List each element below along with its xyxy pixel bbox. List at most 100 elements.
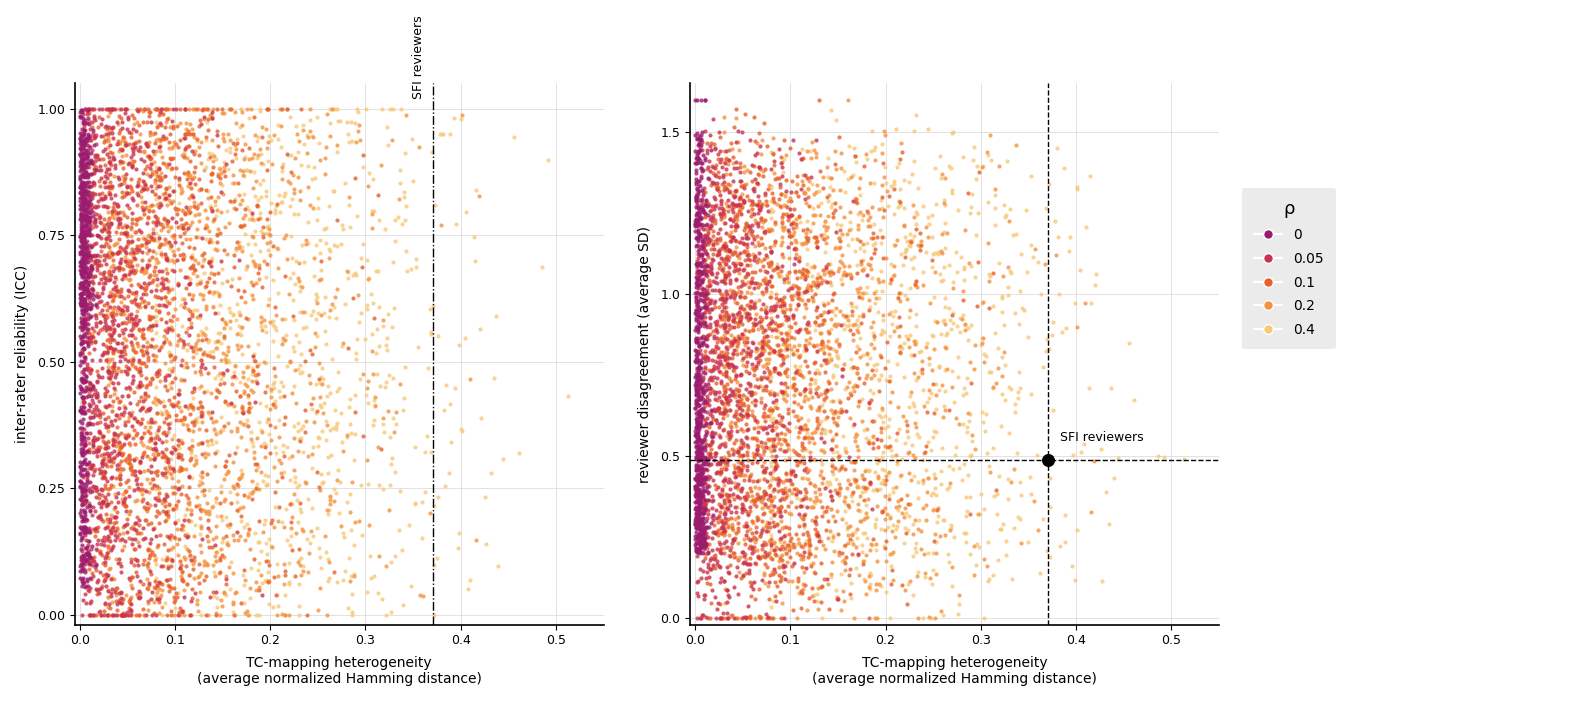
Point [233, 419, 258, 430]
Point [347, 317, 373, 328]
Point [68, 522, 93, 533]
Point [957, 508, 982, 519]
Point [696, 200, 722, 211]
Point [689, 443, 714, 454]
Point [93, 552, 118, 564]
Point [803, 320, 828, 331]
Point [318, 130, 343, 142]
Point [365, 323, 390, 334]
Point [75, 299, 101, 310]
Point [758, 312, 783, 323]
Point [712, 518, 737, 529]
Point [692, 453, 717, 464]
Point [68, 164, 93, 175]
Point [822, 405, 847, 416]
Point [794, 327, 819, 338]
Point [893, 246, 918, 257]
Point [187, 396, 212, 407]
Point [187, 437, 212, 449]
Point [79, 242, 104, 253]
Point [692, 318, 717, 329]
Point [722, 297, 747, 308]
Point [132, 204, 157, 215]
Point [690, 566, 715, 577]
Point [72, 299, 97, 310]
Point [753, 283, 778, 294]
Point [115, 366, 140, 377]
Point [762, 365, 788, 376]
Point [68, 350, 93, 361]
Point [844, 368, 869, 379]
Point [780, 379, 805, 390]
Point [684, 383, 709, 394]
Point [71, 318, 96, 329]
Point [687, 304, 712, 315]
Point [696, 480, 722, 491]
Point [946, 589, 971, 600]
Point [157, 350, 182, 362]
Point [77, 348, 102, 359]
Point [71, 445, 96, 456]
Point [140, 165, 165, 177]
Point [129, 483, 154, 494]
Point [225, 133, 250, 144]
Point [685, 462, 711, 473]
Point [817, 342, 843, 353]
Point [141, 189, 167, 200]
Point [685, 243, 711, 254]
Point [802, 279, 827, 290]
Point [860, 430, 885, 442]
Point [121, 142, 146, 154]
Point [134, 261, 159, 273]
Point [165, 538, 190, 549]
Point [280, 252, 305, 264]
Point [766, 172, 791, 184]
Point [88, 325, 113, 336]
Point [767, 511, 792, 522]
Point [75, 170, 101, 181]
Point [822, 145, 847, 156]
Point [123, 253, 148, 264]
Point [711, 381, 736, 392]
Point [68, 387, 93, 398]
Point [127, 587, 152, 598]
Point [797, 338, 822, 349]
Point [179, 318, 204, 329]
Point [758, 223, 783, 234]
Point [725, 480, 750, 491]
Point [792, 341, 817, 353]
Point [723, 236, 748, 247]
Point [717, 404, 742, 416]
Point [748, 149, 773, 160]
Point [726, 463, 751, 474]
Point [157, 103, 182, 114]
Point [751, 333, 777, 344]
Point [839, 224, 865, 235]
Point [769, 427, 794, 438]
Point [745, 441, 770, 452]
Point [263, 309, 288, 320]
Point [151, 109, 176, 120]
Point [90, 484, 115, 496]
Point [154, 263, 179, 274]
Point [684, 333, 709, 344]
Point [850, 555, 876, 566]
Point [687, 451, 712, 463]
Point [239, 437, 264, 448]
Point [366, 479, 391, 491]
Point [208, 543, 233, 554]
Point [728, 162, 753, 173]
Point [244, 278, 269, 289]
Point [747, 169, 772, 180]
Point [693, 484, 718, 496]
Point [77, 443, 102, 454]
Point [157, 315, 182, 326]
Point [90, 113, 115, 124]
Point [247, 103, 272, 114]
Point [770, 476, 795, 487]
Point [77, 418, 102, 429]
Point [783, 470, 808, 481]
Point [767, 443, 792, 454]
Point [712, 584, 737, 595]
Point [179, 472, 204, 484]
